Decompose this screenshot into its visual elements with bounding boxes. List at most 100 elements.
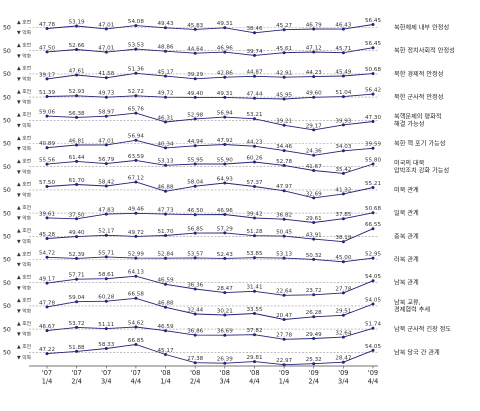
data-point	[253, 256, 256, 260]
data-point	[104, 347, 108, 350]
data-point	[282, 97, 286, 101]
reference-label: 50	[3, 350, 11, 357]
data-point	[104, 50, 108, 54]
series-row: 50 ▲ 호전 ▼ 악화 59.06 56.38 58.97 65.76 46.31 52.98…	[3, 107, 442, 132]
value-label: 56.79	[98, 157, 114, 163]
value-label: 49.40	[69, 230, 85, 236]
data-point	[282, 337, 286, 341]
data-point	[45, 216, 49, 220]
value-label: 51.74	[365, 322, 381, 328]
legend-up: ▲ 호전	[17, 343, 31, 350]
value-label: 46.59	[157, 278, 173, 284]
data-point	[371, 211, 375, 215]
value-label: 44.23	[246, 140, 262, 146]
value-label: 53.13	[157, 159, 173, 165]
legend-down: ▼ 악화	[17, 145, 32, 152]
series-row: 50 ▲ 호전 ▼ 악화 39.17 47.61 41.58 51.36 45.17 39.29…	[3, 65, 443, 83]
value-label: 57.37	[246, 180, 262, 186]
data-point	[282, 189, 286, 193]
series-row: 50 ▲ 호전 ▼ 악화 45.28 49.40 52.17 49.72 51.70 56.85…	[3, 222, 419, 245]
value-label: 46.50	[187, 208, 203, 214]
data-point	[75, 256, 79, 260]
value-label: 52.98	[187, 112, 203, 118]
value-label: 53.13	[276, 252, 292, 258]
data-point	[193, 287, 197, 291]
value-label: 58.61	[98, 272, 114, 278]
reference-label: 50	[3, 210, 11, 217]
data-point	[341, 260, 345, 264]
legend-down: ▼ 악화	[17, 52, 32, 59]
value-label: 58.33	[98, 342, 114, 348]
data-point	[341, 123, 345, 127]
data-point	[253, 31, 256, 35]
data-point	[75, 48, 79, 51]
data-point	[134, 234, 138, 238]
data-point	[45, 114, 49, 118]
x-tick-label-quarter: 1/4	[160, 378, 171, 386]
value-label: 47.30	[365, 115, 381, 121]
data-point	[253, 234, 256, 238]
data-point	[104, 95, 108, 99]
value-label: 31.41	[246, 285, 262, 291]
data-point	[371, 46, 375, 50]
data-point	[134, 138, 138, 142]
data-point	[104, 114, 108, 118]
data-point	[193, 333, 197, 337]
value-label: 29.49	[306, 332, 322, 338]
data-point	[341, 192, 345, 196]
data-point	[164, 282, 167, 286]
value-label: 66.58	[128, 292, 144, 298]
data-point	[164, 234, 167, 237]
x-tick-label-quarter: 3/4	[338, 378, 349, 386]
data-point	[75, 159, 79, 163]
value-label: 34.46	[276, 144, 292, 150]
x-tick-label-quarter: 1/4	[42, 378, 53, 386]
value-label: 54.08	[128, 19, 144, 25]
data-point	[134, 94, 138, 98]
data-point	[223, 26, 227, 30]
legend-down: ▼ 악화	[17, 261, 32, 268]
series-label: 일북 관계	[394, 209, 419, 217]
value-label: 39.42	[246, 211, 262, 217]
data-point	[223, 181, 227, 185]
value-label: 39.21	[276, 119, 292, 125]
value-label: 39.59	[365, 142, 381, 148]
series-row: 50 ▲ 호전 ▼ 악화 39.61 37.50 47.83 49.46 47.73 46.50…	[3, 204, 419, 224]
x-tick-label-year: '07	[101, 369, 111, 377]
value-label: 32.64	[335, 331, 351, 337]
legend-down: ▼ 악화	[17, 238, 32, 245]
reference-label: 50	[3, 303, 11, 310]
x-tick-label-year: '08	[249, 369, 259, 377]
data-point	[253, 216, 256, 220]
x-tick-label-year: '07	[72, 369, 82, 377]
value-label: 36.82	[276, 213, 292, 219]
x-tick-label-year: '07	[42, 369, 52, 377]
legend-down: ▼ 악화	[17, 284, 32, 291]
value-label: 45.83	[187, 23, 203, 29]
value-label: 53.85	[246, 251, 262, 257]
data-point	[312, 153, 316, 157]
value-label: 25.32	[306, 357, 322, 363]
data-point	[371, 227, 375, 231]
data-point	[45, 305, 49, 309]
value-label: 59.06	[39, 110, 55, 116]
reference-label: 50	[3, 187, 11, 194]
value-label: 55.56	[39, 158, 55, 164]
data-point	[371, 146, 375, 150]
value-label: 47.01	[98, 22, 114, 28]
legend-up: ▲ 호전	[17, 111, 31, 118]
data-point	[134, 180, 138, 184]
data-point	[312, 50, 316, 54]
data-point	[75, 183, 79, 186]
value-label: 46.96	[217, 46, 233, 52]
legend-up: ▲ 호전	[17, 42, 31, 49]
series-line	[46, 24, 374, 34]
data-point	[45, 352, 49, 356]
value-label: 54.05	[365, 274, 381, 280]
data-point	[75, 235, 79, 239]
data-point	[223, 143, 227, 146]
value-label: 49.72	[157, 91, 173, 97]
data-point	[282, 28, 286, 32]
data-point	[193, 95, 197, 99]
data-point	[282, 318, 286, 321]
